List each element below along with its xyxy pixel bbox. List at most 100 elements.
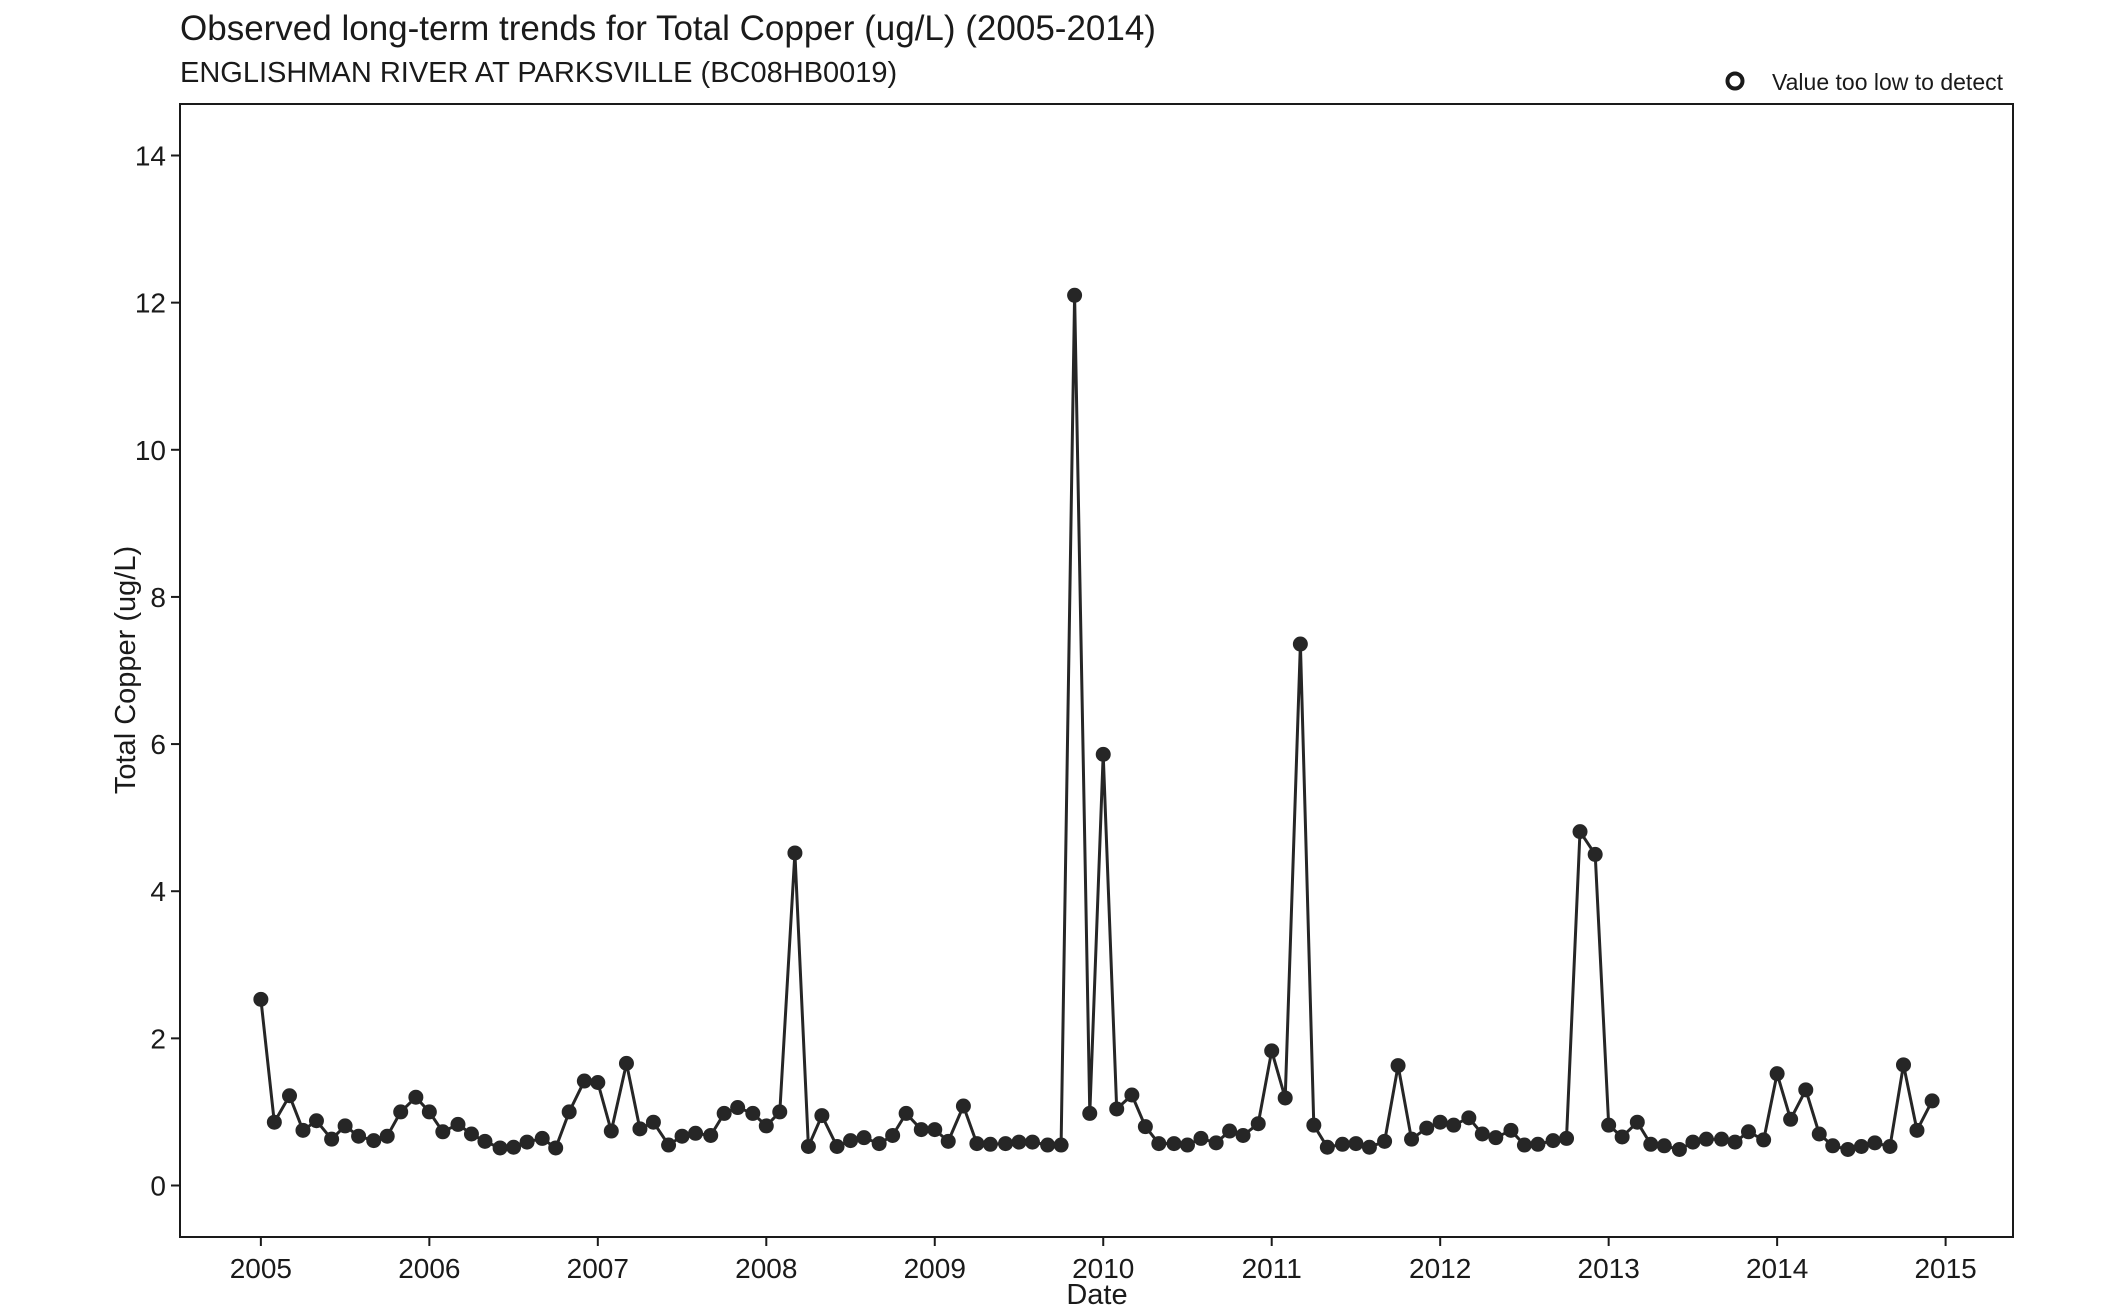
data-point	[772, 1104, 788, 1120]
y-tick-label: 6	[150, 729, 166, 760]
data-point	[534, 1130, 550, 1146]
data-point	[1024, 1134, 1040, 1150]
data-point	[1166, 1136, 1182, 1152]
data-point	[1811, 1126, 1827, 1142]
data-point	[1601, 1117, 1617, 1133]
data-point	[1572, 824, 1588, 840]
data-point	[982, 1136, 998, 1152]
data-point	[1334, 1136, 1350, 1152]
data-point	[1671, 1141, 1687, 1157]
data-point	[730, 1100, 746, 1116]
data-point	[1082, 1105, 1098, 1121]
data-point	[1292, 636, 1308, 652]
data-point	[645, 1114, 661, 1130]
data-point	[379, 1128, 395, 1144]
data-point	[1319, 1139, 1335, 1155]
data-point	[408, 1089, 424, 1105]
chart-title: Observed long-term trends for Total Copp…	[180, 9, 1156, 48]
legend-open-circle-marker	[1725, 71, 1745, 91]
x-axis: 2005 2006 2007 2008 2009 2010 2011 2012 2013 2014…	[230, 1237, 1977, 1284]
data-point	[1587, 846, 1603, 862]
x-tick-label: 2006	[398, 1253, 460, 1284]
x-tick-label: 2005	[230, 1253, 292, 1284]
data-point	[1193, 1130, 1209, 1146]
legend: Value too low to detect	[1725, 69, 2004, 95]
data-point	[1867, 1135, 1883, 1151]
data-point	[1685, 1134, 1701, 1150]
data-point	[1895, 1057, 1911, 1073]
x-axis-title: Date	[1066, 1279, 1127, 1309]
data-point	[1446, 1117, 1462, 1133]
data-point	[337, 1118, 353, 1134]
y-axis: 0 2 4 6 8 10 12 14	[135, 141, 180, 1202]
data-point	[688, 1125, 704, 1141]
data-point	[1474, 1126, 1490, 1142]
data-point	[1559, 1130, 1575, 1146]
y-tick-label: 8	[150, 582, 166, 613]
data-point	[1250, 1116, 1266, 1132]
data-point	[590, 1075, 606, 1090]
data-point	[1714, 1131, 1730, 1147]
y-tick-label: 12	[135, 288, 166, 319]
data-point	[1825, 1138, 1841, 1154]
series-layer	[253, 287, 1940, 1157]
data-point	[1235, 1127, 1251, 1143]
data-point	[1053, 1137, 1069, 1153]
x-tick-label: 2015	[1914, 1253, 1976, 1284]
data-point	[561, 1104, 577, 1120]
legend-label: Value too low to detect	[1772, 69, 2004, 95]
data-point	[1361, 1139, 1377, 1155]
data-point	[1840, 1141, 1856, 1157]
data-point	[477, 1133, 493, 1149]
data-point	[351, 1128, 367, 1144]
data-point	[1137, 1119, 1153, 1135]
data-point	[800, 1139, 816, 1155]
data-point	[1783, 1111, 1799, 1127]
data-point	[969, 1136, 985, 1152]
data-point	[758, 1118, 774, 1134]
data-point	[295, 1122, 311, 1138]
data-point	[1909, 1122, 1925, 1138]
data-point	[871, 1136, 887, 1152]
data-point	[913, 1122, 929, 1138]
x-tick-label: 2011	[1242, 1253, 1302, 1284]
data-point	[843, 1133, 859, 1149]
data-point	[1545, 1133, 1561, 1149]
data-point	[1277, 1090, 1293, 1106]
data-point	[898, 1105, 914, 1121]
data-point	[1756, 1132, 1772, 1148]
data-point	[1040, 1137, 1056, 1153]
data-point	[745, 1105, 761, 1121]
data-point	[1264, 1043, 1280, 1059]
data-point	[829, 1139, 845, 1155]
data-point	[435, 1124, 451, 1140]
data-point	[1377, 1133, 1393, 1149]
data-point	[814, 1108, 830, 1124]
data-point	[576, 1073, 592, 1089]
data-point	[393, 1104, 409, 1120]
data-point	[1698, 1131, 1714, 1147]
x-tick-label: 2013	[1578, 1253, 1640, 1284]
data-point	[1222, 1123, 1238, 1139]
data-point	[603, 1123, 619, 1139]
data-point	[324, 1131, 340, 1147]
data-point	[1516, 1137, 1532, 1153]
x-tick-label: 2014	[1746, 1253, 1808, 1284]
data-point	[1656, 1138, 1672, 1154]
data-point	[703, 1127, 719, 1143]
y-axis-title: Total Copper (ug/L)	[110, 546, 142, 794]
plot-panel	[179, 103, 2014, 1238]
data-point	[1095, 746, 1111, 762]
data-point	[1530, 1136, 1546, 1152]
data-point	[366, 1133, 382, 1149]
x-tick-label: 2007	[567, 1253, 629, 1284]
data-point	[1727, 1134, 1743, 1150]
data-point	[1614, 1129, 1630, 1145]
data-point	[1208, 1135, 1224, 1151]
data-point	[1461, 1110, 1477, 1126]
y-tick-label: 4	[150, 876, 166, 907]
data-point	[1109, 1101, 1125, 1117]
data-point	[450, 1116, 466, 1132]
data-point	[1404, 1131, 1420, 1147]
data-point	[1488, 1130, 1504, 1146]
